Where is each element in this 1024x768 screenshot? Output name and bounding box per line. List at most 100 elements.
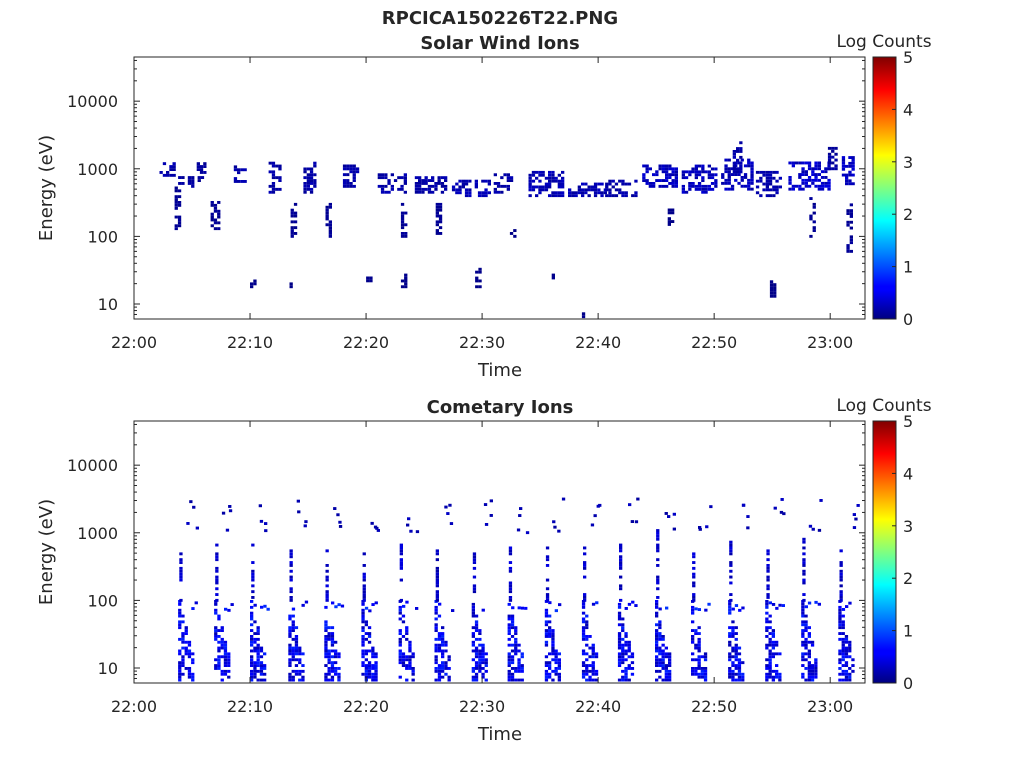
heatmap-cell [447, 667, 451, 670]
heatmap-cell [617, 646, 622, 650]
heatmap-cell [223, 649, 228, 653]
heatmap-cell [802, 569, 806, 573]
heatmap-cell [214, 664, 218, 667]
heatmap-cell [481, 658, 485, 662]
heatmap-cell [192, 505, 196, 509]
heatmap-cell [253, 632, 257, 635]
heatmap-cell [367, 672, 372, 676]
heatmap-cell [765, 605, 769, 609]
heatmap-cell [478, 658, 482, 662]
heatmap-cell [634, 191, 638, 195]
heatmap-cell [268, 184, 272, 188]
heatmap-cell [851, 173, 855, 177]
heatmap-cell [545, 596, 550, 599]
heatmap-cell [435, 572, 439, 576]
heatmap-cell [581, 629, 586, 632]
heatmap-cell [178, 637, 182, 641]
heatmap-cell [619, 561, 623, 564]
heatmap-cell [788, 187, 792, 191]
heatmap-cell [441, 635, 445, 638]
heatmap-cell [658, 179, 662, 182]
heatmap-cell [407, 517, 411, 521]
heatmap-cell [768, 640, 772, 644]
heatmap-cell [801, 620, 805, 624]
heatmap-cell [839, 572, 843, 576]
heatmap-cell [217, 655, 221, 659]
heatmap-cell [174, 189, 178, 193]
heatmap-cell [841, 637, 845, 641]
heatmap-cell [253, 646, 257, 650]
heatmap-cell [434, 678, 438, 682]
heatmap-cell [217, 649, 221, 653]
heatmap-cell [838, 672, 842, 676]
heatmap-cell [259, 655, 264, 659]
heatmap-cell [334, 672, 338, 676]
heatmap-cell [327, 652, 331, 656]
heatmap-cell [438, 202, 443, 206]
heatmap-cell [801, 605, 805, 609]
heatmap-cell [658, 184, 662, 188]
heatmap-cell [293, 232, 298, 235]
heatmap-cell [844, 649, 849, 653]
heatmap-cell [415, 530, 420, 534]
heatmap-cell [558, 603, 562, 607]
heatmap-cell [581, 617, 586, 621]
heatmap-cell [557, 185, 561, 189]
colorbar-tick-label: 3 [903, 153, 913, 172]
heatmap-cell [755, 179, 760, 183]
heatmap-cell [768, 632, 772, 635]
heatmap-cell [731, 629, 735, 632]
heatmap-cell [414, 176, 419, 180]
heatmap-cell [371, 664, 375, 667]
heatmap-cell [404, 282, 408, 286]
heatmap-cell [507, 661, 511, 665]
heatmap-cell [691, 170, 695, 174]
heatmap-cell [798, 187, 802, 191]
heatmap-cell [251, 584, 255, 588]
heatmap-cell [531, 170, 536, 174]
heatmap-cell [671, 208, 675, 212]
heatmap-cell [727, 176, 731, 179]
heatmap-cell [435, 232, 439, 235]
heatmap-cell [544, 640, 549, 644]
heatmap-cell [435, 575, 439, 579]
heatmap-cell [804, 173, 808, 176]
heatmap-cell [186, 522, 190, 525]
heatmap-cell [471, 626, 475, 630]
heatmap-cell [435, 558, 439, 562]
heatmap-cell [288, 649, 292, 653]
heatmap-cell [159, 171, 163, 174]
heatmap-cell [367, 626, 372, 630]
heatmap-cell [621, 675, 625, 679]
heatmap-cell [766, 584, 770, 588]
heatmap-cell [544, 661, 549, 665]
heatmap-cell [771, 669, 775, 673]
heatmap-cell [514, 646, 518, 650]
heatmap-cell [627, 643, 631, 647]
heatmap-cell [741, 678, 745, 682]
heatmap-cell [811, 178, 815, 182]
heatmap-cell [652, 182, 656, 185]
heatmap-cell [807, 626, 811, 630]
heatmap-cell [177, 203, 182, 207]
heatmap-cell [250, 637, 254, 641]
heatmap-cell [227, 675, 231, 679]
heatmap-cell [545, 558, 550, 562]
heatmap-cell [213, 221, 218, 225]
heatmap-cell [444, 640, 448, 644]
heatmap-cell [548, 601, 552, 605]
heatmap-cell [807, 649, 811, 653]
heatmap-cell [846, 244, 850, 247]
heatmap-cell [324, 626, 328, 630]
heatmap-cell [362, 572, 366, 576]
heatmap-cell [844, 672, 849, 676]
heatmap-cell [374, 655, 378, 659]
heatmap-cell [801, 672, 805, 676]
heatmap-cell [327, 658, 331, 662]
heatmap-cell [221, 511, 226, 515]
heatmap-cell [352, 184, 356, 188]
heatmap-cell [688, 170, 692, 174]
heatmap-cell [253, 675, 257, 679]
heatmap-cell [240, 180, 244, 183]
colorbar-label: Log Counts [836, 32, 931, 52]
